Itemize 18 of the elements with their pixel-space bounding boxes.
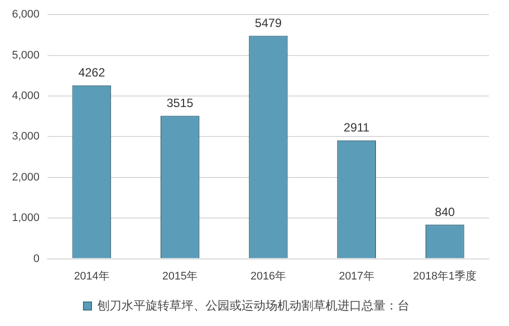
y-tick-label: 2,000 <box>12 171 40 184</box>
data-label: 4262 <box>78 66 106 80</box>
x-tick-label: 2017年 <box>338 270 374 282</box>
y-tick-label: 4,000 <box>12 90 40 102</box>
y-tick-label: 6,000 <box>12 8 40 21</box>
x-tick-label: 2018年1季度 <box>413 269 477 282</box>
y-tick-label: 1,000 <box>12 212 40 224</box>
y-tick-label: 3,000 <box>12 130 40 143</box>
x-tick-label: 2016年 <box>250 270 286 282</box>
x-tick-label: 2014年 <box>74 270 110 282</box>
data-label: 2911 <box>344 120 370 135</box>
data-label: 3515 <box>166 96 194 110</box>
y-tick-label: 0 <box>33 252 40 265</box>
x-tick-label: 2015年 <box>162 270 198 282</box>
data-label: 5479 <box>254 16 282 30</box>
legend-label: 刨刀水平旋转草坪、公园或运动场机动割草机进口总量：台 <box>96 298 410 312</box>
y-tick-label: 5,000 <box>12 49 40 62</box>
data-label: 840 <box>434 204 456 219</box>
